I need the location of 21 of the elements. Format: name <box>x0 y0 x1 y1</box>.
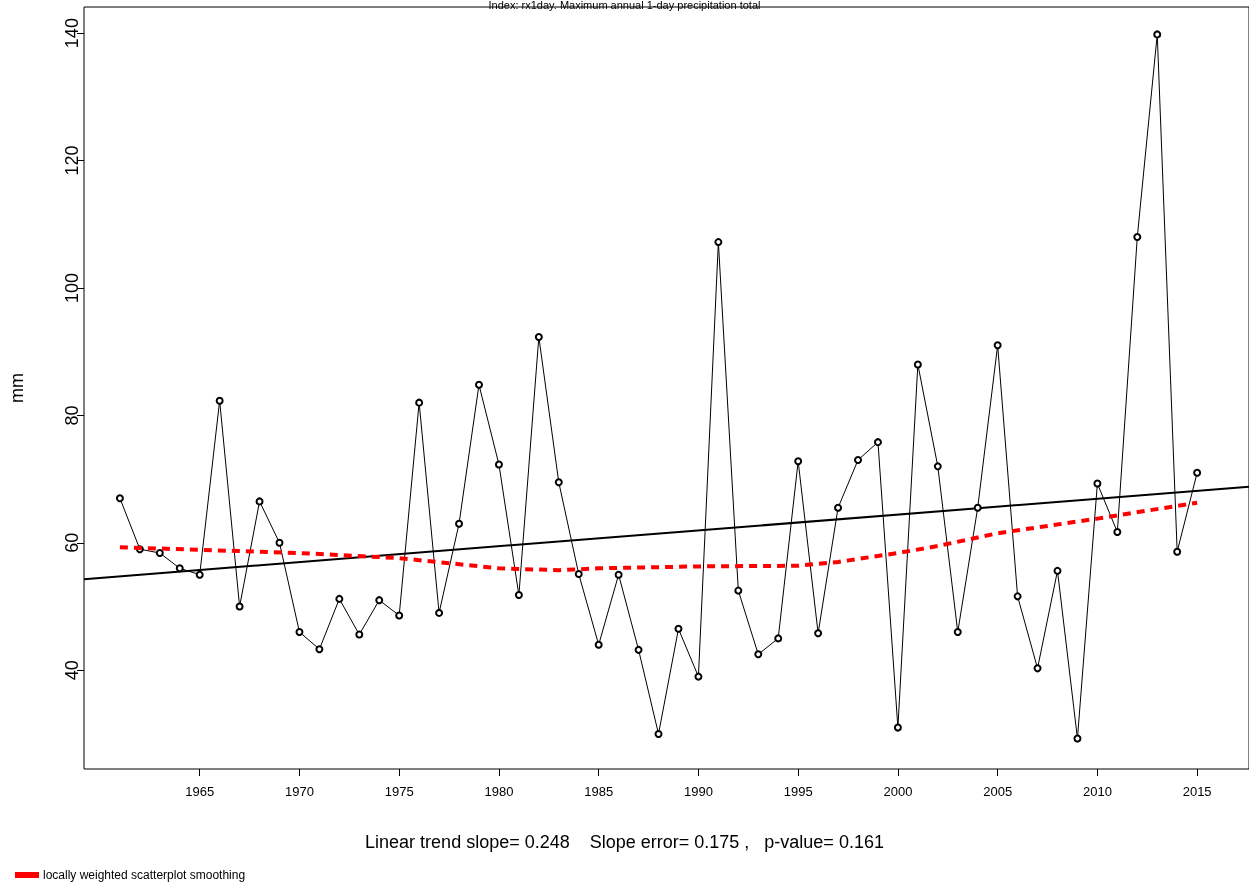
x-tick-label: 2015 <box>1182 784 1212 799</box>
y-tick-label: 120 <box>62 145 82 176</box>
y-tick-label: 80 <box>62 405 82 426</box>
x-tick-label: 1980 <box>484 784 514 799</box>
chart-title: Index: rx1day. Maximum annual 1-day precipitation total <box>488 0 761 11</box>
y-tick-label: 140 <box>62 18 82 49</box>
x-tick-label: 2010 <box>1082 784 1112 799</box>
legend-label: locally weighted scatterplot smoothing <box>43 868 246 882</box>
x-tick-label: 1985 <box>584 784 614 799</box>
x-tick-label: 2005 <box>983 784 1013 799</box>
text: Linear trend slope= 0.248 Slope error= 0.175 , p-value= 0.161 <box>365 832 884 852</box>
y-axis-title: mm <box>7 373 27 403</box>
y-tick-label: 40 <box>62 660 82 681</box>
y-tick-label: 60 <box>62 532 82 553</box>
y-tick-label: 100 <box>62 272 82 303</box>
x-tick-label: 1990 <box>683 784 713 799</box>
x-tick-label: 1970 <box>284 784 314 799</box>
x-tick-label: 1995 <box>783 784 813 799</box>
x-tick-label: 1975 <box>384 784 414 799</box>
x-tick-label: 1965 <box>185 784 215 799</box>
x-tick-label: 2000 <box>883 784 913 799</box>
